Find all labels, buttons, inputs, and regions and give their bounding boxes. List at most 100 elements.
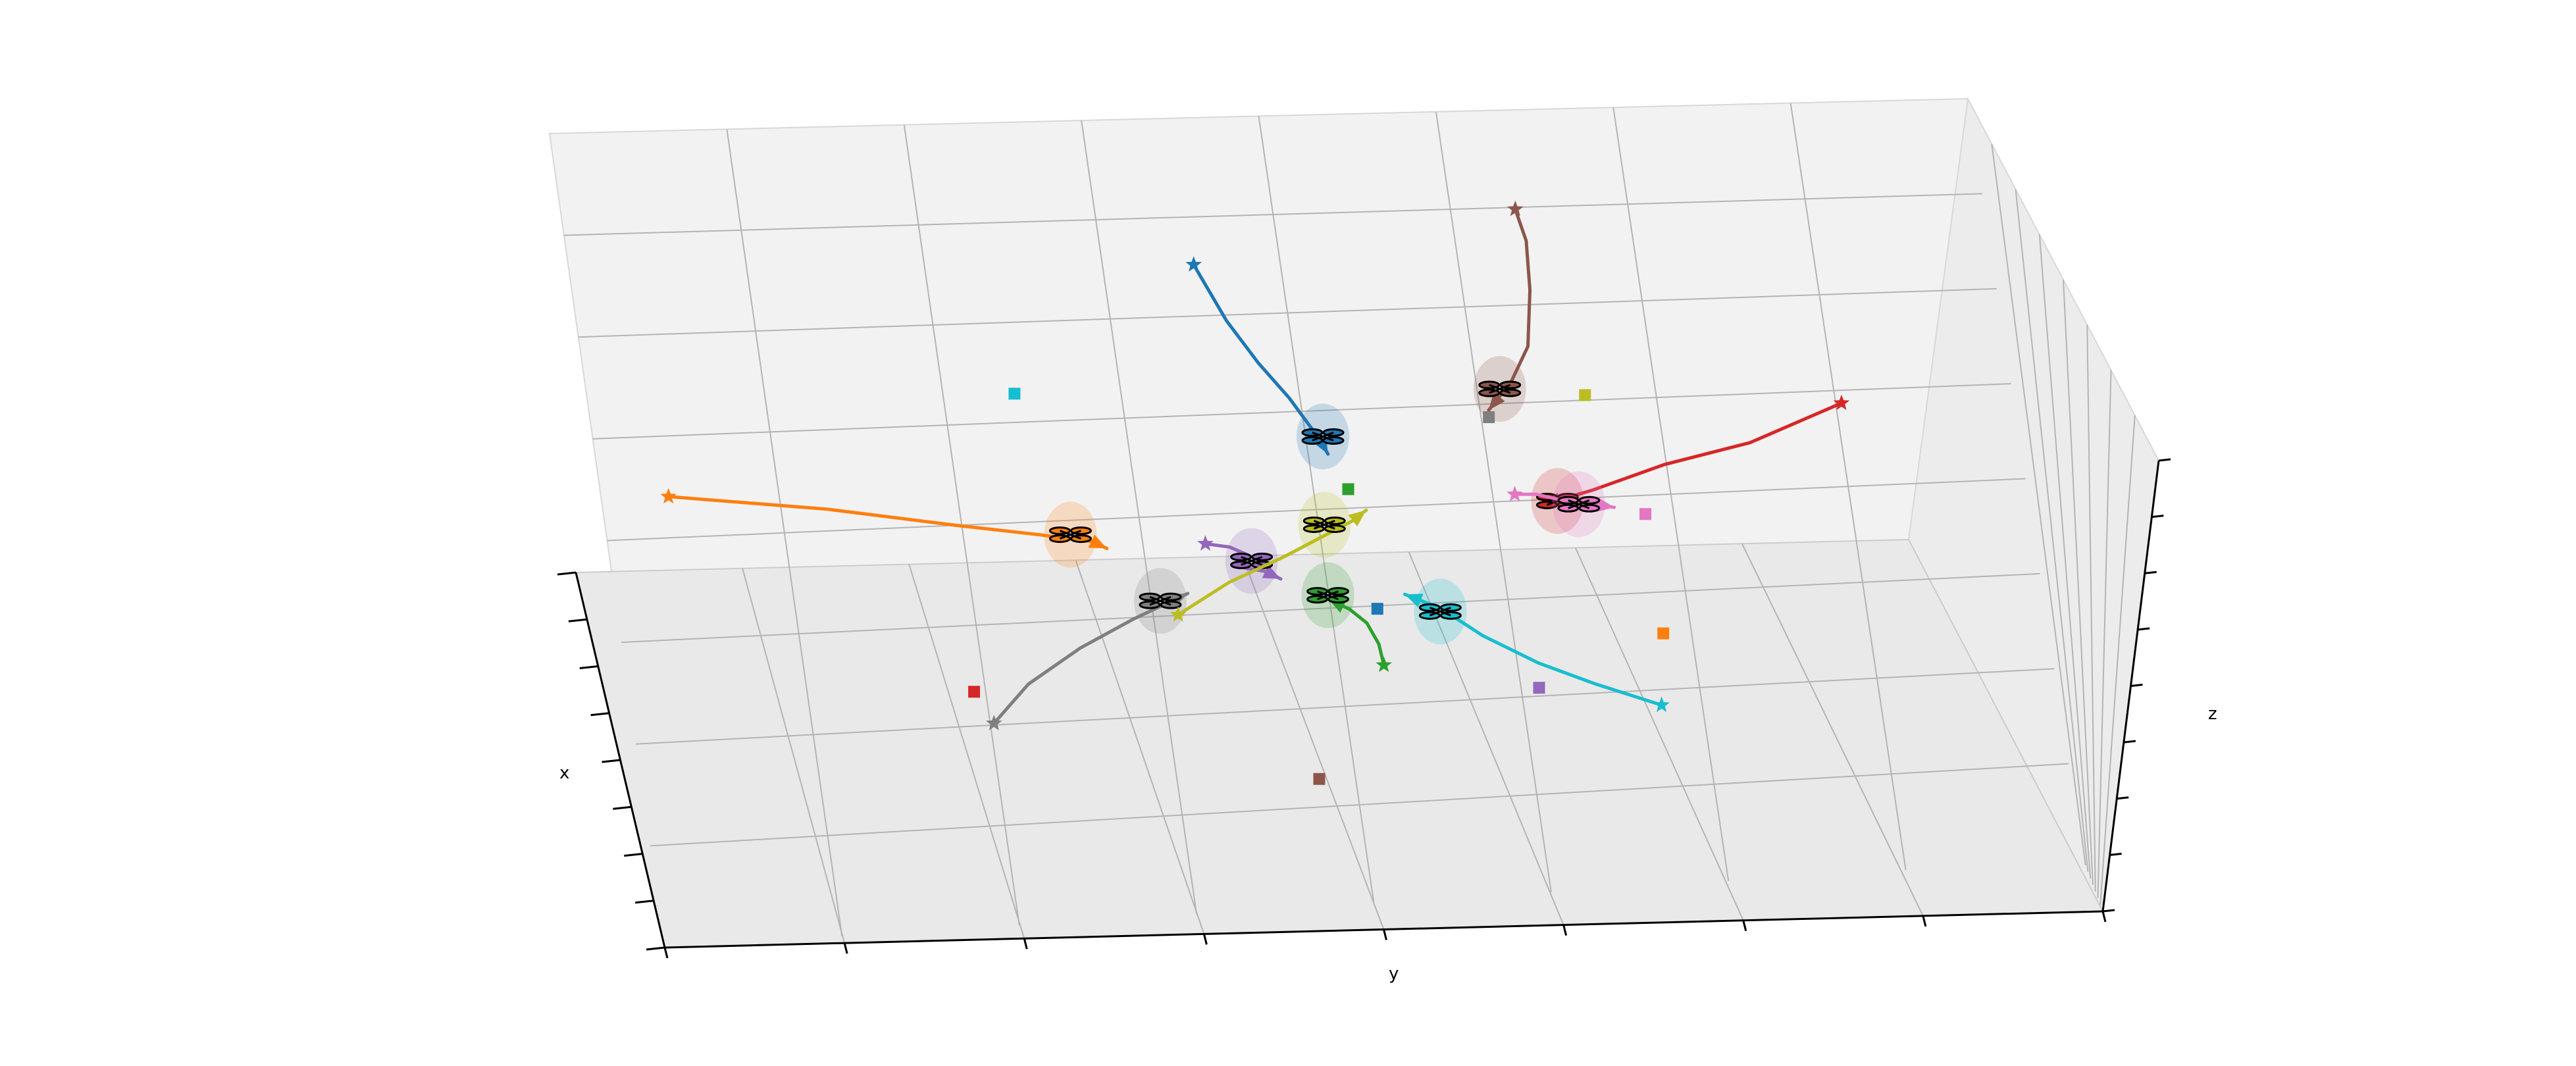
- arm: [1568, 499, 1590, 509]
- axis-ticks: [557, 458, 2171, 959]
- z-axis-label: z: [2208, 704, 2217, 724]
- z-tick: [2109, 852, 2122, 856]
- y-tick: [1023, 938, 1028, 950]
- grid-line: [650, 763, 2069, 847]
- arm: [1317, 590, 1339, 601]
- arm: [1312, 431, 1334, 442]
- heading-arrow: [1348, 510, 1366, 526]
- grid-line: [2038, 234, 2092, 879]
- quadrotor-icon: [1418, 603, 1462, 620]
- grid-line: [1991, 143, 2086, 866]
- grid-line: [1574, 547, 1744, 921]
- grid-line: [2063, 279, 2094, 886]
- heading-arrow: [1596, 497, 1614, 512]
- heading-arrow: [1404, 594, 1424, 607]
- grid-line: [621, 572, 2040, 644]
- z-tick: [2151, 515, 2164, 519]
- grid-line: [1741, 543, 1924, 917]
- arm: [1241, 555, 1263, 566]
- z-tick: [2144, 571, 2157, 574]
- drone-series: [1170, 389, 1591, 622]
- quadrotor-icon: [1306, 587, 1350, 604]
- goal-marker: [968, 686, 981, 698]
- arm: [1059, 530, 1081, 540]
- quadrotor-icon: [1478, 380, 1522, 397]
- start-marker: [1197, 535, 1214, 551]
- x-axis-label: x: [559, 763, 569, 783]
- drone-series: [1507, 471, 1652, 538]
- drone-series: [1008, 388, 1670, 713]
- drone-series: [1301, 483, 1392, 673]
- goal-marker: [1313, 773, 1326, 785]
- start-marker: [660, 488, 677, 504]
- heading-arrow: [1088, 534, 1107, 549]
- grid-line: [563, 193, 1982, 236]
- x-tick: [590, 712, 609, 717]
- grid-line: [2097, 370, 2112, 899]
- start-marker: [985, 715, 1002, 730]
- trajectory-line: [992, 592, 1190, 725]
- z-tick: [2123, 740, 2136, 744]
- start-marker: [1833, 394, 1850, 411]
- grid-line: [2086, 324, 2096, 892]
- y-tick: [843, 942, 848, 954]
- x-tick: [634, 900, 654, 904]
- goal-marker: [1371, 603, 1383, 615]
- start-marker: [1507, 200, 1524, 216]
- drone-series: [1313, 200, 1532, 785]
- y-tick: [1742, 920, 1747, 932]
- x-tick: [646, 946, 665, 951]
- quadrotor-icon: [1557, 495, 1601, 513]
- quadrotor-icon: [1301, 428, 1345, 445]
- y-tick: [1383, 929, 1387, 940]
- y-axis-label: y: [1389, 964, 1399, 984]
- goal-marker: [1533, 682, 1545, 694]
- y-tick: [1202, 934, 1208, 945]
- arm: [1429, 606, 1451, 617]
- start-marker: [1376, 656, 1392, 673]
- z-tick: [2117, 796, 2129, 800]
- y-tick: [1562, 925, 1568, 936]
- start-marker: [1185, 256, 1202, 272]
- x-tick: [568, 618, 588, 622]
- goal-marker: [1639, 508, 1652, 520]
- grid-line: [2099, 415, 2136, 905]
- arm: [1313, 520, 1335, 530]
- grid-lines: [563, 103, 2136, 944]
- grid-line: [578, 288, 1997, 338]
- z-tick: [2102, 909, 2115, 913]
- grid-line: [1075, 559, 1205, 934]
- grid-line: [607, 478, 2026, 542]
- quadrotor-icon: [1139, 592, 1182, 609]
- grid-line: [908, 564, 1025, 939]
- start-marker: [1170, 606, 1187, 622]
- z-tick: [2130, 684, 2143, 687]
- goal-marker: [1483, 411, 1495, 424]
- x-tick: [624, 853, 643, 857]
- drone-series: [985, 411, 1495, 730]
- z-tick: [2137, 627, 2150, 631]
- y-tick: [663, 947, 669, 959]
- goal-marker: [1579, 389, 1591, 401]
- drone-marks: [660, 200, 1850, 785]
- drone-series: [660, 488, 1670, 640]
- start-marker: [1653, 696, 1670, 713]
- z-tick: [2158, 458, 2171, 462]
- goal-marker: [1008, 388, 1021, 400]
- y-tick: [1922, 915, 1927, 927]
- quadrotor-icon: [1302, 516, 1346, 533]
- y-tick: [2101, 911, 2107, 923]
- arm: [1149, 596, 1172, 606]
- arm: [1489, 384, 1511, 394]
- quadrotor-icon: [1048, 526, 1092, 544]
- drone-series: [1185, 256, 1383, 615]
- x-tick: [602, 759, 621, 763]
- grid-line: [1241, 555, 1385, 930]
- x-tick: [579, 665, 598, 669]
- goal-marker: [1657, 627, 1670, 640]
- grid-line: [636, 668, 2055, 745]
- grid-line: [742, 568, 846, 944]
- start-marker: [1507, 486, 1523, 501]
- goal-marker: [1342, 483, 1354, 495]
